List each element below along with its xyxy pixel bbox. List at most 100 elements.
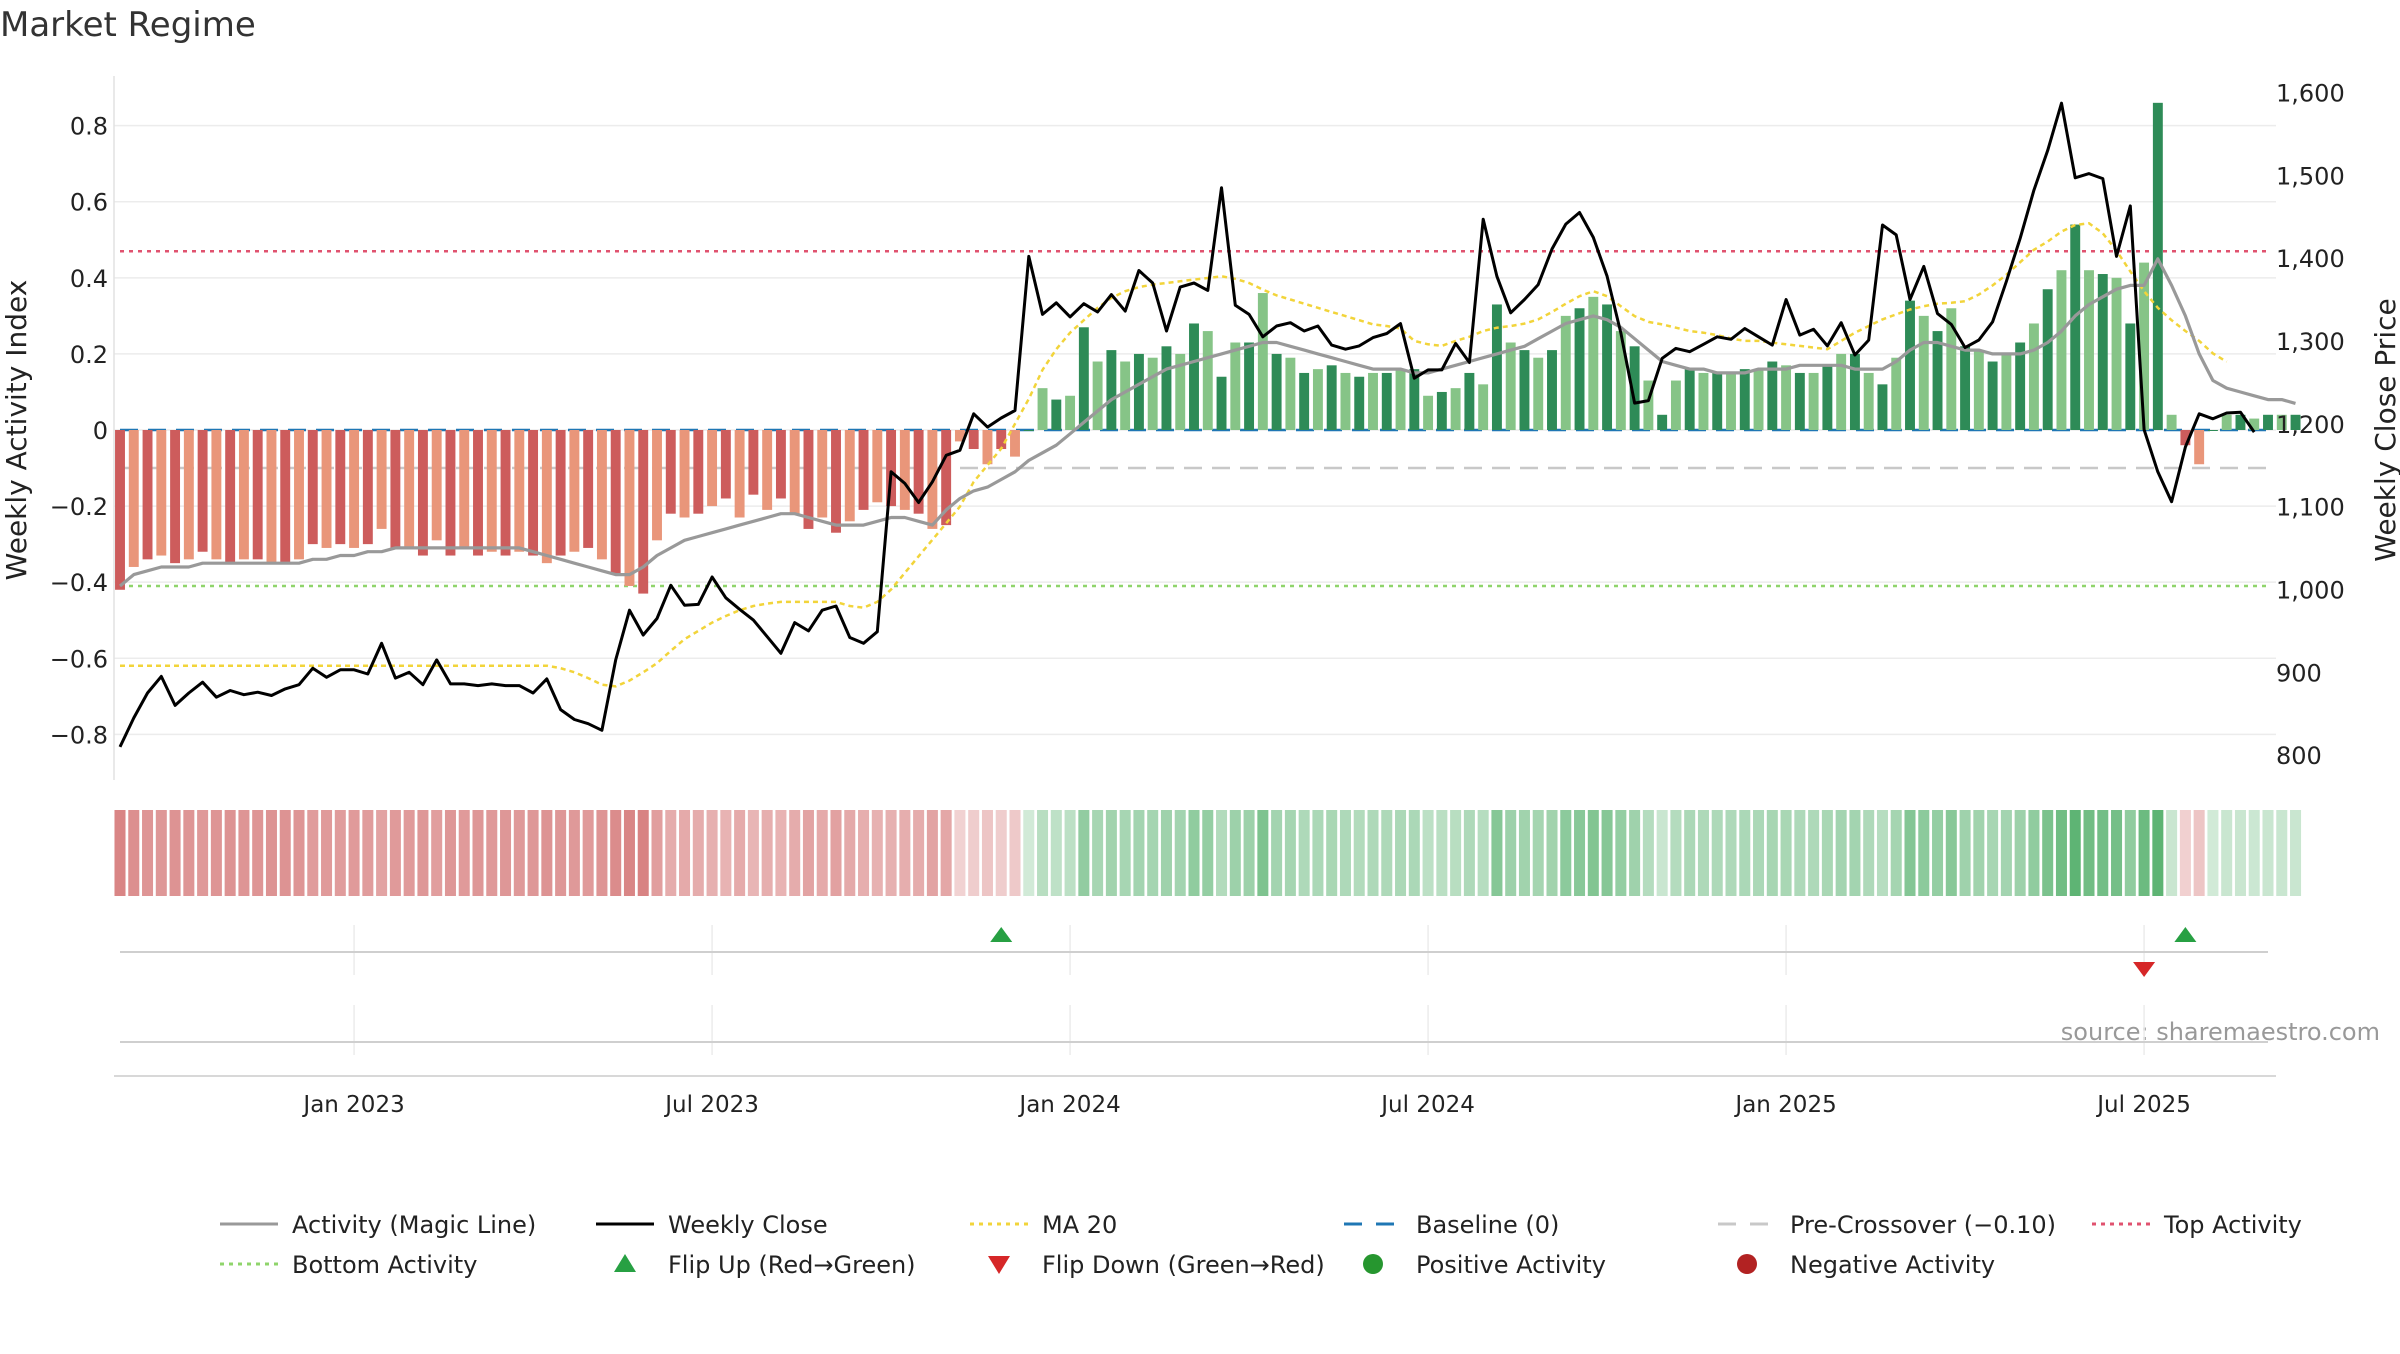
activity-bar [128, 430, 139, 567]
x-tick-label: Jul 2025 [2095, 1092, 2191, 1118]
activity-bar [1464, 372, 1475, 430]
regime-strip-cell [1064, 810, 1076, 896]
regime-strip-cell [114, 810, 126, 896]
regime-strip-cell [1615, 810, 1627, 896]
activity-bar [789, 430, 800, 514]
regime-strip-cell [1684, 810, 1696, 896]
y-left-tick-label: 0 [93, 417, 108, 445]
regime-strip-cell [555, 810, 567, 896]
activity-bar [899, 430, 910, 510]
regime-strip-cell [2083, 810, 2095, 896]
regime-strip-cell [1574, 810, 1586, 896]
regime-strip-cell [1863, 810, 1875, 896]
activity-bar [500, 430, 511, 556]
activity-bar [775, 430, 786, 499]
activity-bar [1409, 369, 1420, 430]
regime-strip-cell [1477, 810, 1489, 896]
activity-bar [417, 430, 428, 556]
y-left-tick-label: 0.8 [70, 113, 108, 141]
regime-strip-cell [720, 810, 732, 896]
legend-label: Top Activity [2163, 1211, 2302, 1239]
regime-strip-cell [1560, 810, 1572, 896]
regime-strip-cell [417, 810, 429, 896]
activity-bar [720, 430, 731, 499]
activity-bar [2097, 274, 2108, 430]
activity-bar [1905, 300, 1915, 430]
activity-bar [624, 430, 635, 586]
regime-strip-cell [830, 810, 842, 896]
flip-up-marker [2174, 927, 2197, 942]
regime-strip-cell [169, 810, 181, 896]
flip-down-marker [2133, 962, 2156, 977]
regime-strip-cell [1932, 810, 1944, 896]
regime-strip-cell [2014, 810, 2026, 896]
activity-bar [2263, 414, 2273, 430]
activity-bar [238, 430, 249, 560]
activity-bar [1615, 331, 1626, 430]
activity-bar [2111, 277, 2122, 430]
regime-strip-cell [1339, 810, 1351, 896]
regime-strip-cell [1766, 810, 1778, 896]
regime-strip-cell [1037, 810, 1049, 896]
regime-strip-cell [293, 810, 305, 896]
regime-strip-cell [913, 810, 925, 896]
regime-strip-cell [1023, 810, 1035, 896]
activity-bar [886, 430, 897, 507]
activity-bar [1684, 369, 1695, 430]
activity-bar [2194, 430, 2205, 465]
activity-bar [376, 430, 387, 529]
y-right-tick-label: 1,500 [2276, 162, 2345, 190]
regime-strip-cell [665, 810, 677, 896]
regime-strip-cell [1436, 810, 1448, 896]
legend-label: Positive Activity [1416, 1251, 1606, 1279]
regime-strip-cell [692, 810, 704, 896]
regime-strip-cell [1711, 810, 1723, 896]
regime-strip-cell [1794, 810, 1806, 896]
activity-bar [1271, 353, 1282, 430]
activity-bar [858, 430, 869, 510]
regime-strip-cell [2276, 810, 2288, 896]
legend-item: Negative Activity [1737, 1251, 1995, 1279]
activity-bar [486, 430, 497, 552]
activity-bar [1285, 357, 1296, 430]
activity-bar [197, 430, 208, 552]
regime-strip-cell [1216, 810, 1228, 896]
activity-bar [280, 430, 291, 564]
legend-item: Bottom Activity [220, 1251, 477, 1279]
regime-strip-cell [995, 810, 1007, 896]
activity-bar [693, 430, 704, 514]
activity-bar [1781, 365, 1792, 430]
activity-bar [1973, 350, 1984, 430]
activity-bar [170, 430, 181, 564]
activity-bar [1602, 304, 1613, 430]
activity-bar [1560, 315, 1571, 430]
y-left-tick-label: −0.8 [50, 721, 108, 749]
regime-strip-cell [389, 810, 401, 896]
activity-bar [2056, 270, 2067, 430]
activity-bar [2084, 270, 2094, 430]
activity-bar [1588, 296, 1599, 430]
regime-strip-cell [307, 810, 319, 896]
activity-bar [1533, 357, 1544, 430]
activity-bar [1877, 384, 1888, 430]
activity-bar [1078, 327, 1089, 430]
activity-bar [183, 430, 194, 560]
regime-strip-cell [1697, 810, 1709, 896]
regime-strip-cell [362, 810, 374, 896]
activity-bar [541, 430, 552, 564]
regime-strip-cell [2124, 810, 2136, 896]
activity-bars [115, 102, 2301, 594]
regime-strip [114, 810, 2302, 896]
legend-label: Pre-Crossover (−0.10) [1790, 1211, 2056, 1239]
activity-bar [2235, 414, 2246, 430]
y-left-tick-label: 0.2 [70, 341, 108, 369]
regime-strip-cell [265, 810, 277, 896]
regime-strip-cell [582, 810, 594, 896]
legend-swatch-dot [1737, 1254, 1757, 1274]
activity-bar [1175, 353, 1186, 430]
regime-strip-cell [1408, 810, 1420, 896]
regime-strip-cell [1629, 810, 1641, 896]
gridlines [113, 76, 2276, 1055]
legend-item: MA 20 [970, 1211, 1117, 1239]
legend-label: Weekly Close [668, 1211, 828, 1239]
